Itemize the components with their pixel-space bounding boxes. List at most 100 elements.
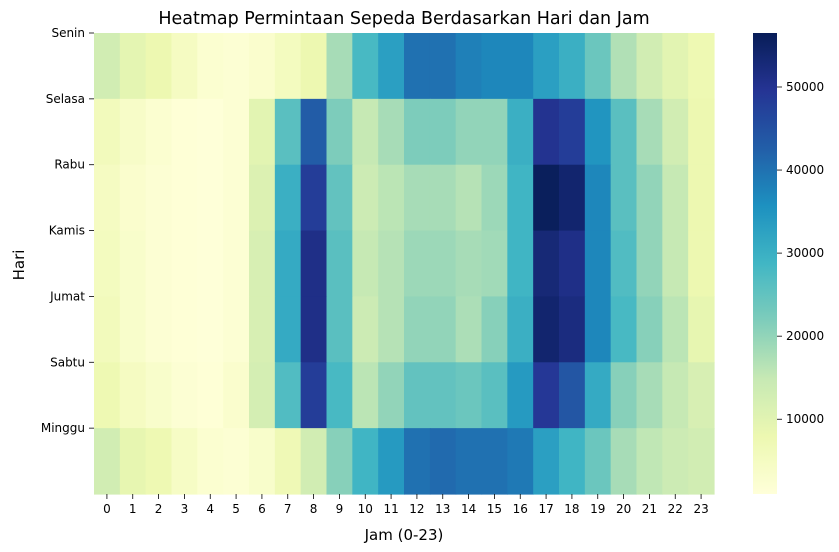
heatmap-cell (404, 362, 431, 429)
heatmap-cell (274, 362, 302, 429)
heatmap-cell (378, 33, 405, 100)
heatmap-cell (274, 98, 302, 166)
x-tick-label: 22 (668, 502, 683, 516)
heatmap-cell (662, 230, 689, 298)
heatmap-cell (300, 33, 328, 100)
y-tick-label: Kamis (49, 224, 85, 238)
heatmap-cell (636, 33, 663, 100)
x-tick-label: 14 (461, 502, 476, 516)
heatmap-cell (481, 164, 508, 232)
heatmap-cell (481, 230, 508, 298)
heatmap-cell (119, 428, 147, 495)
heatmap-cell (197, 296, 224, 363)
heatmap-cell (610, 362, 638, 429)
heatmap-cell (507, 362, 534, 429)
x-tick-label: 10 (358, 502, 373, 516)
heatmap-cell (636, 296, 663, 363)
heatmap-cell (533, 164, 560, 232)
heatmap-cell (197, 33, 224, 100)
heatmap-cell (119, 230, 147, 298)
heatmap-cell (145, 33, 173, 100)
heatmap-cell (326, 230, 353, 298)
heatmap-cell (223, 164, 250, 232)
heatmap-cell (249, 33, 276, 100)
heatmap-cell (559, 362, 586, 429)
heatmap-cell (559, 164, 586, 232)
heatmap-cell (249, 362, 276, 429)
heatmap-cell (636, 230, 663, 298)
y-tick-label: Selasa (46, 92, 85, 106)
heatmap-cell (584, 230, 612, 298)
heatmap-cell (584, 296, 612, 363)
y-axis-label: Hari (10, 250, 28, 281)
heatmap-cell (326, 296, 353, 363)
heatmap-cell (171, 362, 198, 429)
x-tick-label: 9 (336, 502, 344, 516)
heatmap-cell (119, 98, 147, 166)
heatmap-cell (429, 362, 457, 429)
heatmap-cell (455, 428, 483, 495)
heatmap-cell (404, 428, 431, 495)
heatmap-cell (662, 428, 689, 495)
heatmap-cell (300, 428, 328, 495)
heatmap-cell (688, 33, 715, 100)
x-tick-label: 8 (310, 502, 318, 516)
heatmap-cell (481, 362, 508, 429)
heatmap-cell (171, 98, 198, 166)
heatmap-cell (533, 33, 560, 100)
heatmap-cell (533, 428, 560, 495)
heatmap-cell (352, 230, 379, 298)
heatmap-cells (94, 33, 715, 495)
heatmap-cell (274, 230, 302, 298)
colorbar-tick-label: 30000 (786, 246, 824, 260)
heatmap-cell (507, 428, 534, 495)
heatmap-cell (300, 98, 328, 166)
heatmap-cell (249, 230, 276, 298)
heatmap-cell (223, 362, 250, 429)
x-tick-label: 3 (181, 502, 189, 516)
heatmap-cell (481, 296, 508, 363)
heatmap-cell (300, 230, 328, 298)
heatmap-cell (171, 230, 198, 298)
heatmap-cell (378, 296, 405, 363)
heatmap-cell (662, 296, 689, 363)
heatmap-cell (145, 362, 173, 429)
x-tick-label: 15 (487, 502, 502, 516)
heatmap-cell (326, 362, 353, 429)
heatmap-cell (352, 296, 379, 363)
x-tick-label: 21 (642, 502, 657, 516)
heatmap-cell (559, 230, 586, 298)
heatmap-cell (223, 98, 250, 166)
heatmap-cell (455, 362, 483, 429)
heatmap-cell (559, 296, 586, 363)
heatmap-cell (274, 164, 302, 232)
x-axis-ticks: 0 1 2 3 4 5 6 7 8 9 10 11 12 13 14 15 16 17 18 19 20 21 22 23 (103, 494, 709, 516)
heatmap-cell (300, 296, 328, 363)
heatmap-cell (533, 362, 560, 429)
heatmap-cell (662, 362, 689, 429)
heatmap-cell (274, 296, 302, 363)
x-tick-label: 7 (284, 502, 292, 516)
heatmap-cell (94, 164, 121, 232)
heatmap-cell (274, 428, 302, 495)
x-tick-label: 5 (232, 502, 240, 516)
heatmap-cell (455, 33, 483, 100)
heatmap-cell (249, 98, 276, 166)
heatmap-cell (145, 428, 173, 495)
heatmap-cell (94, 230, 121, 298)
heatmap-cell (610, 296, 638, 363)
heatmap-cell (429, 164, 457, 232)
heatmap-cell (300, 164, 328, 232)
x-tick-label: 4 (206, 502, 214, 516)
y-tick-label: Sabtu (50, 355, 85, 369)
heatmap-cell (455, 296, 483, 363)
heatmap-cell (378, 164, 405, 232)
colorbar: 10000 20000 30000 40000 50000 (753, 33, 824, 494)
colorbar-tick-label: 10000 (786, 412, 824, 426)
heatmap-cell (352, 164, 379, 232)
heatmap-cell (429, 428, 457, 495)
heatmap-cell (533, 98, 560, 166)
heatmap-cell (249, 164, 276, 232)
colorbar-gradient (753, 33, 777, 494)
heatmap-cell (559, 33, 586, 100)
